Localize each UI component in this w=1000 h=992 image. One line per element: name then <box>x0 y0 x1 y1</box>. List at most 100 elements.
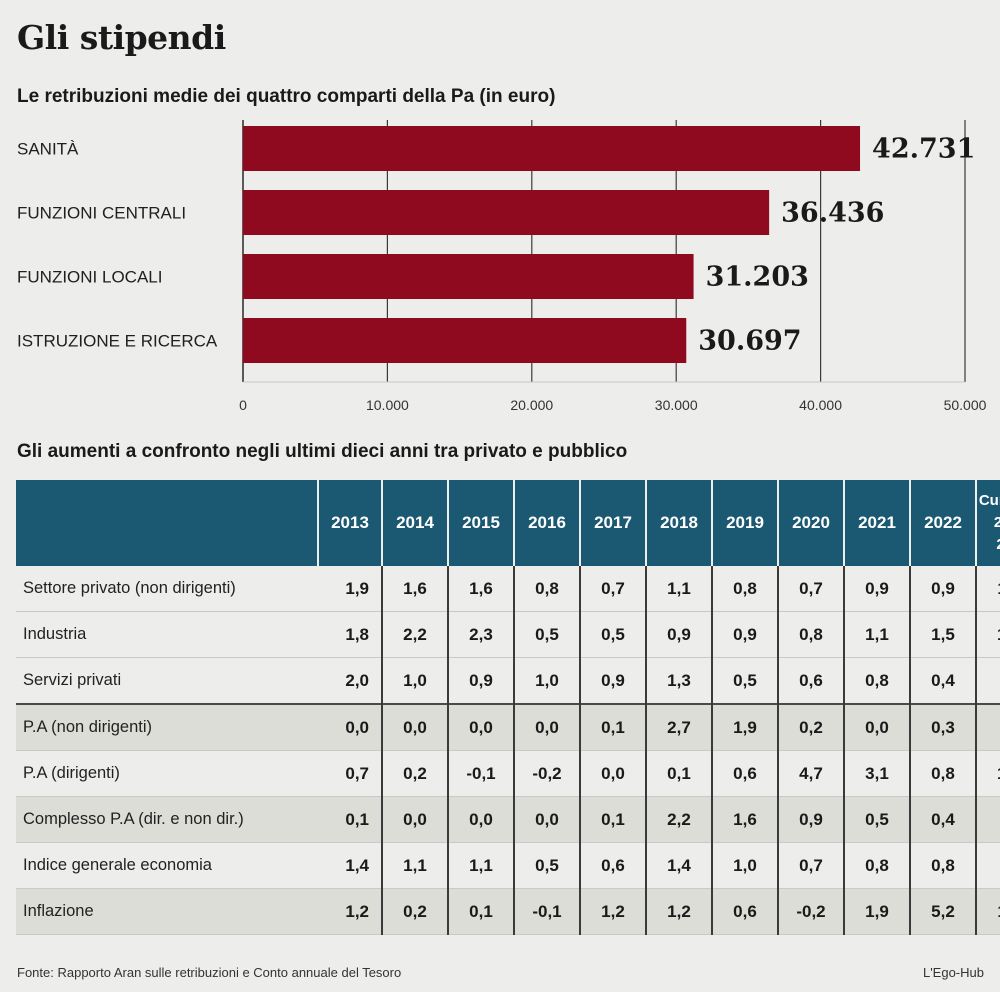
value-cell: 0,6 <box>778 657 845 705</box>
value-cell: 0,9 <box>778 796 845 843</box>
value-cell: 0,5 <box>844 796 911 843</box>
value-cell: -0,1 <box>448 750 515 797</box>
table-row: Inflazione 1,2 0,2 0,1 -0,1 1,2 1,2 0,6 -0,2 1,9 5… <box>16 888 1000 935</box>
value-cell: 1,9 <box>844 888 911 935</box>
value-cell: 0,0 <box>514 796 581 843</box>
value-cell: 0,7 <box>778 566 845 612</box>
row-label: Indice generale economia <box>16 842 318 889</box>
data-label: 42.731 <box>872 134 975 165</box>
value-cell: 2,7 <box>646 703 713 751</box>
value-cell: 0,7 <box>318 750 383 797</box>
year-header: 2017 <box>580 480 647 566</box>
value-cell: 0,8 <box>910 842 977 889</box>
source-note: Fonte: Rapporto Aran sulle retribuzioni … <box>17 965 402 980</box>
value-cell: 0,9 <box>448 657 515 705</box>
table-title: Gli aumenti a confronto negli ultimi die… <box>17 441 628 462</box>
x-tick-label: 10.000 <box>366 397 409 413</box>
value-cell: 0,4 <box>910 796 977 843</box>
value-cell: 0,7 <box>778 842 845 889</box>
table-row: Indice generale economia 1,4 1,1 1,1 0,5 0,6 1… <box>16 842 1000 889</box>
value-cell: 0,2 <box>778 703 845 751</box>
value-cell: 0,0 <box>448 703 515 751</box>
table-row: P.A (non dirigenti) 0,0 0,0 0,0 0,0 0,1 2,7 1,9… <box>16 703 1000 751</box>
value-cell: 1,8 <box>318 611 383 658</box>
value-cell: 0,1 <box>448 888 515 935</box>
value-cell: 0,5 <box>712 657 779 705</box>
value-cell: 0,8 <box>712 566 779 612</box>
value-cell: 0,6 <box>712 750 779 797</box>
value-cell: 0,0 <box>448 796 515 843</box>
table-row: Servizi privati 2,0 1,0 0,9 1,0 0,9 1,3 0,5 0,6 0… <box>16 657 1000 705</box>
value-cell: 0,2 <box>382 888 449 935</box>
value-cell: 0,9 <box>580 657 647 705</box>
row-label: P.A (dirigenti) <box>16 750 318 797</box>
category-label: ISTRUZIONE E RICERCA <box>17 332 218 351</box>
value-cell: 1,1 <box>448 842 515 889</box>
value-cell: 0,0 <box>382 703 449 751</box>
year-header: 2016 <box>514 480 581 566</box>
value-cell: 0,2 <box>382 750 449 797</box>
row-label: Complesso P.A (dir. e non dir.) <box>16 796 318 843</box>
bar <box>243 254 694 299</box>
row-label: Inflazione <box>16 888 318 935</box>
data-label: 36.436 <box>781 198 884 229</box>
value-cell: 1,0 <box>382 657 449 705</box>
year-header: 2014 <box>382 480 449 566</box>
bar <box>243 126 861 171</box>
x-tick-label: 50.000 <box>944 397 987 413</box>
row-label: Industria <box>16 611 318 658</box>
value-cell: 2,0 <box>318 657 383 705</box>
cumulative-header-line: Cumulata <box>978 492 1000 509</box>
data-label: 31.203 <box>706 262 809 293</box>
year-header: 2022 <box>910 480 977 566</box>
value-cell: 0,8 <box>844 657 911 705</box>
value-cell: 1,0 <box>712 842 779 889</box>
cumulative-cell: 6,1 <box>976 796 1000 843</box>
value-cell: 0,5 <box>514 611 581 658</box>
table-header-row: 2013 2014 2015 2016 2017 2018 2019 2020 2021 2022… <box>16 480 1000 566</box>
value-cell: 3,1 <box>844 750 911 797</box>
value-cell: 1,1 <box>844 611 911 658</box>
cumulative-cell: 9,8 <box>976 842 1000 889</box>
cumulative-cell: 5,3 <box>976 703 1000 751</box>
data-label: 30.697 <box>698 326 801 357</box>
value-cell: 2,2 <box>382 611 449 658</box>
bar-chart: SANITÀ 42.731 FUNZIONI CENTRALI 36.436 FUNZI… <box>17 120 987 413</box>
value-cell: 1,4 <box>646 842 713 889</box>
value-cell: 0,0 <box>382 796 449 843</box>
year-header: 2020 <box>778 480 845 566</box>
value-cell: 0,1 <box>318 796 383 843</box>
value-cell: 0,9 <box>844 566 911 612</box>
value-cell: 1,2 <box>580 888 647 935</box>
category-label: FUNZIONI LOCALI <box>17 268 162 287</box>
value-cell: 1,3 <box>646 657 713 705</box>
value-cell: 0,5 <box>514 842 581 889</box>
value-cell: 0,0 <box>844 703 911 751</box>
value-cell: -0,2 <box>778 888 845 935</box>
year-header: 2018 <box>646 480 713 566</box>
cumulative-header-line: 2013- <box>993 514 1000 531</box>
value-cell: 0,8 <box>844 842 911 889</box>
value-cell: 1,1 <box>646 566 713 612</box>
value-cell: 0,6 <box>580 842 647 889</box>
x-tick-label: 20.000 <box>510 397 553 413</box>
value-cell: 4,7 <box>778 750 845 797</box>
value-cell: 2,2 <box>646 796 713 843</box>
value-cell: 0,5 <box>580 611 647 658</box>
value-cell: 1,6 <box>382 566 449 612</box>
value-cell: 0,0 <box>514 703 581 751</box>
value-cell: 0,8 <box>514 566 581 612</box>
row-label: P.A (non dirigenti) <box>16 703 318 751</box>
x-tick-label: 0 <box>239 397 247 413</box>
category-label: FUNZIONI CENTRALI <box>17 204 186 223</box>
value-cell: 1,6 <box>712 796 779 843</box>
value-cell: 0,7 <box>580 566 647 612</box>
year-header: 2013 <box>318 480 383 566</box>
value-cell: 1,5 <box>910 611 977 658</box>
value-cell: 1,2 <box>646 888 713 935</box>
value-cell: 0,3 <box>910 703 977 751</box>
table-row: Settore privato (non dirigenti) 1,9 1,6 1,6… <box>16 566 1000 612</box>
cumulative-cell: 9,7 <box>976 657 1000 705</box>
value-cell: 0,9 <box>712 611 779 658</box>
value-cell: -0,1 <box>514 888 581 935</box>
